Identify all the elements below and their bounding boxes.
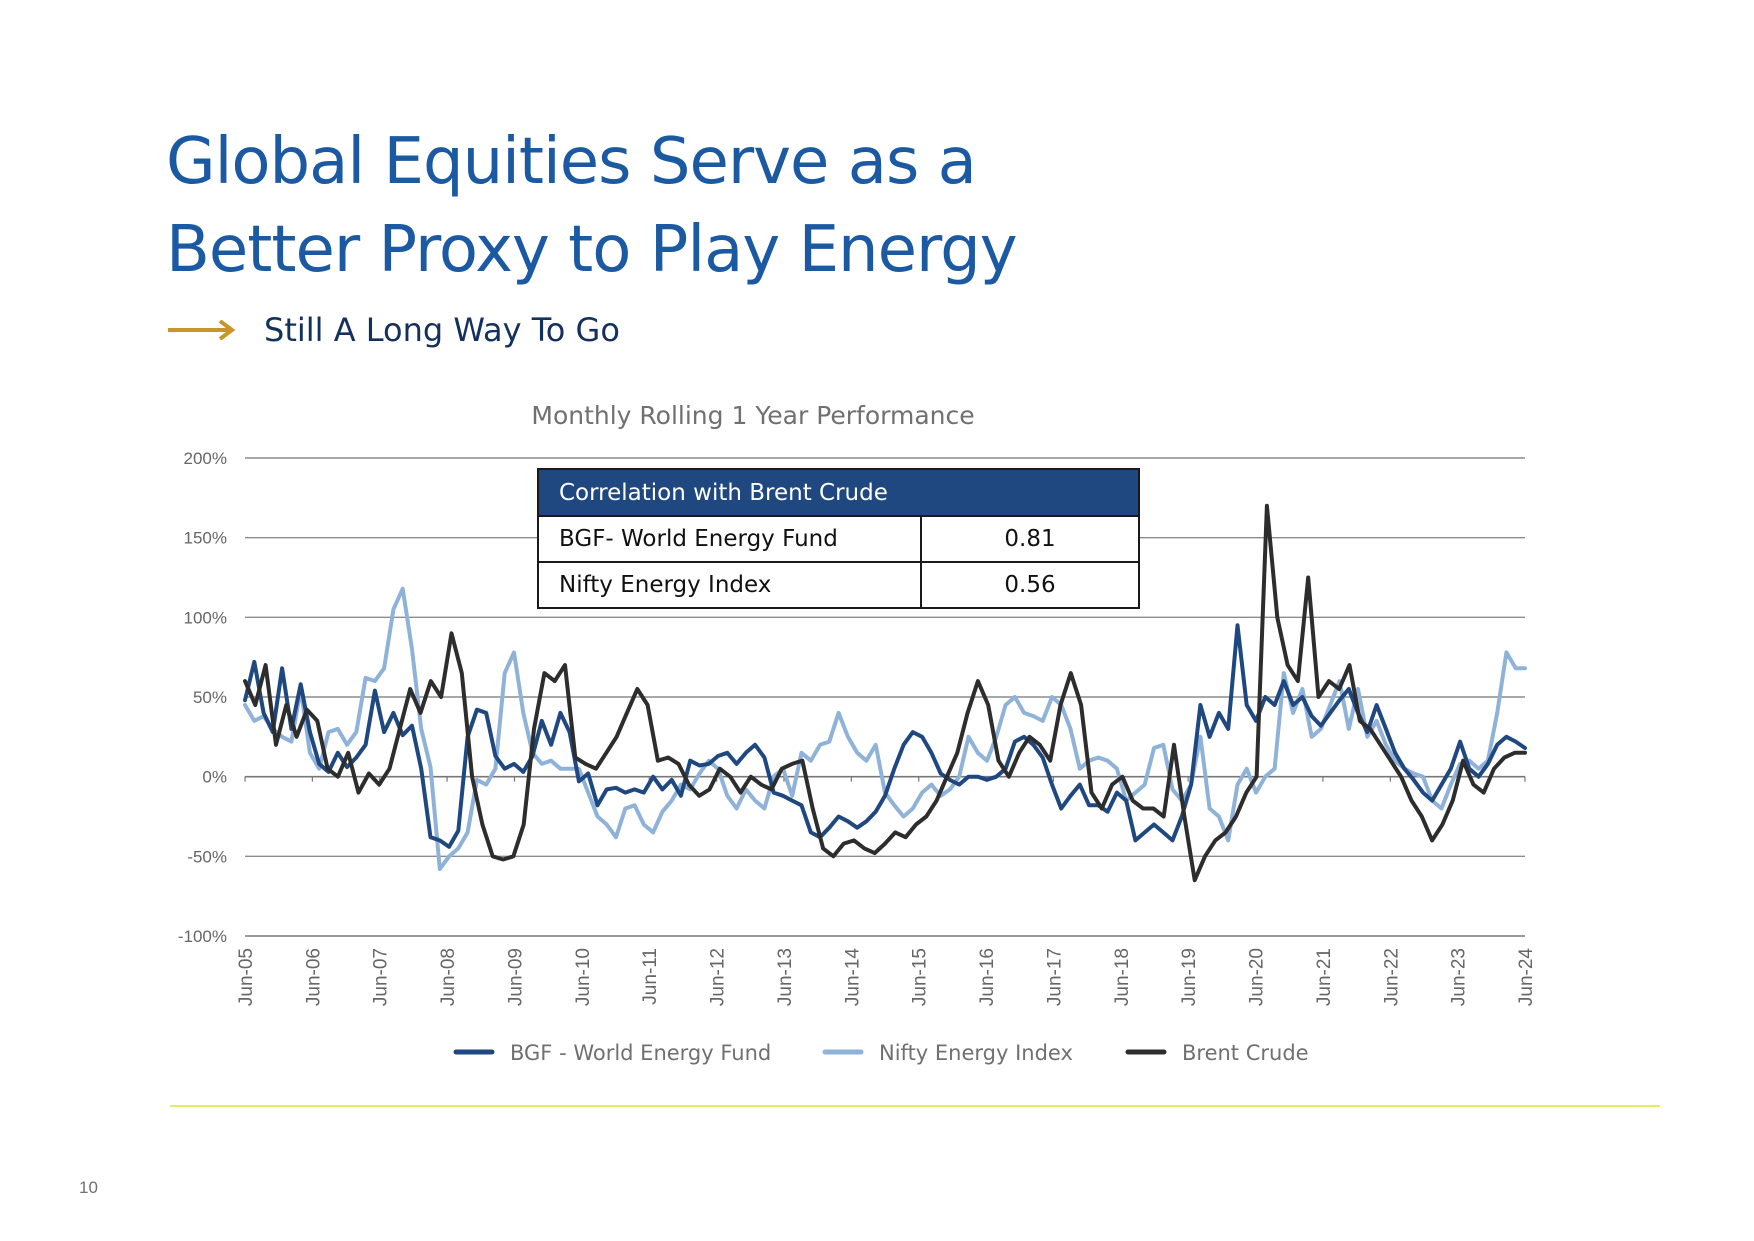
x-tick-label: Jun-12 bbox=[708, 948, 729, 1006]
series-line-bgf-world-energy-fund bbox=[243, 623, 1527, 849]
y-tick-label: 0% bbox=[202, 768, 227, 787]
y-axis-ticks: -100% -50% 0% 50% 100% 150% 200% bbox=[178, 449, 227, 946]
fund-name-cell: BGF- World Energy Fund bbox=[537, 515, 922, 563]
series-line-nifty-energy-index bbox=[243, 586, 1527, 872]
footer-divider bbox=[170, 1105, 1660, 1107]
page-number: 10 bbox=[79, 1178, 98, 1197]
table-row: BGF- World Energy Fund 0.81 bbox=[537, 515, 1140, 563]
x-tick-label: Jun-19 bbox=[1179, 948, 1200, 1006]
x-tick-label: Jun-22 bbox=[1381, 948, 1402, 1006]
index-name-cell: Nifty Energy Index bbox=[537, 561, 922, 609]
x-tick-label: Jun-17 bbox=[1044, 948, 1065, 1006]
x-tick-label: Jun-20 bbox=[1247, 948, 1268, 1006]
x-tick-label: Jun-21 bbox=[1314, 948, 1335, 1006]
x-tick-label: Jun-24 bbox=[1516, 948, 1537, 1007]
x-tick-label: Jun-14 bbox=[842, 948, 863, 1007]
legend-label: Nifty Energy Index bbox=[879, 1041, 1073, 1065]
x-tick-label: Jun-15 bbox=[910, 948, 931, 1006]
x-tick-label: Jun-05 bbox=[236, 948, 257, 1006]
subtitle-row: Still A Long Way To Go bbox=[168, 308, 620, 352]
x-tick-label: Jun-09 bbox=[505, 948, 526, 1006]
subtitle: Still A Long Way To Go bbox=[264, 311, 620, 349]
legend-label: BGF - World Energy Fund bbox=[510, 1041, 771, 1065]
y-tick-label: -100% bbox=[178, 927, 227, 946]
x-tick-label: Jun-11 bbox=[640, 948, 661, 1005]
y-tick-label: 50% bbox=[193, 688, 227, 707]
correlation-table-header: Correlation with Brent Crude bbox=[537, 468, 1140, 517]
x-axis-ticks: Jun-05 Jun-06 Jun-07 Jun-08 Jun-09 Jun-10 Jun-… bbox=[236, 776, 1537, 1007]
y-tick-label: 100% bbox=[184, 608, 227, 627]
legend-label: Brent Crude bbox=[1182, 1041, 1309, 1065]
series-lines bbox=[243, 503, 1527, 883]
page-title: Global Equities Serve as a Better Proxy … bbox=[166, 118, 1018, 294]
table-row: Nifty Energy Index 0.56 bbox=[537, 561, 1140, 609]
title-line-2: Better Proxy to Play Energy bbox=[166, 213, 1018, 287]
correlation-table: Correlation with Brent Crude BGF- World … bbox=[537, 468, 1140, 609]
x-tick-label: Jun-10 bbox=[573, 948, 594, 1006]
chart-title: Monthly Rolling 1 Year Performance bbox=[531, 401, 974, 430]
x-tick-label: Jun-13 bbox=[775, 948, 796, 1006]
x-tick-label: Jun-08 bbox=[438, 948, 459, 1006]
x-tick-label: Jun-23 bbox=[1449, 948, 1470, 1006]
series-line-brent-crude bbox=[243, 503, 1527, 883]
y-tick-label: 150% bbox=[184, 529, 227, 548]
legend: BGF - World Energy Fund Nifty Energy Inde… bbox=[453, 1041, 1309, 1065]
arrow-right-icon bbox=[168, 320, 236, 340]
correlation-value-cell: 0.81 bbox=[920, 515, 1140, 563]
x-tick-label: Jun-16 bbox=[977, 948, 998, 1006]
y-tick-label: -50% bbox=[187, 847, 227, 866]
x-tick-label: Jun-06 bbox=[303, 948, 324, 1006]
x-tick-label: Jun-18 bbox=[1112, 948, 1133, 1006]
title-line-1: Global Equities Serve as a bbox=[166, 125, 977, 199]
correlation-value-cell: 0.56 bbox=[920, 561, 1140, 609]
y-tick-label: 200% bbox=[184, 449, 227, 468]
x-tick-label: Jun-07 bbox=[371, 948, 392, 1006]
